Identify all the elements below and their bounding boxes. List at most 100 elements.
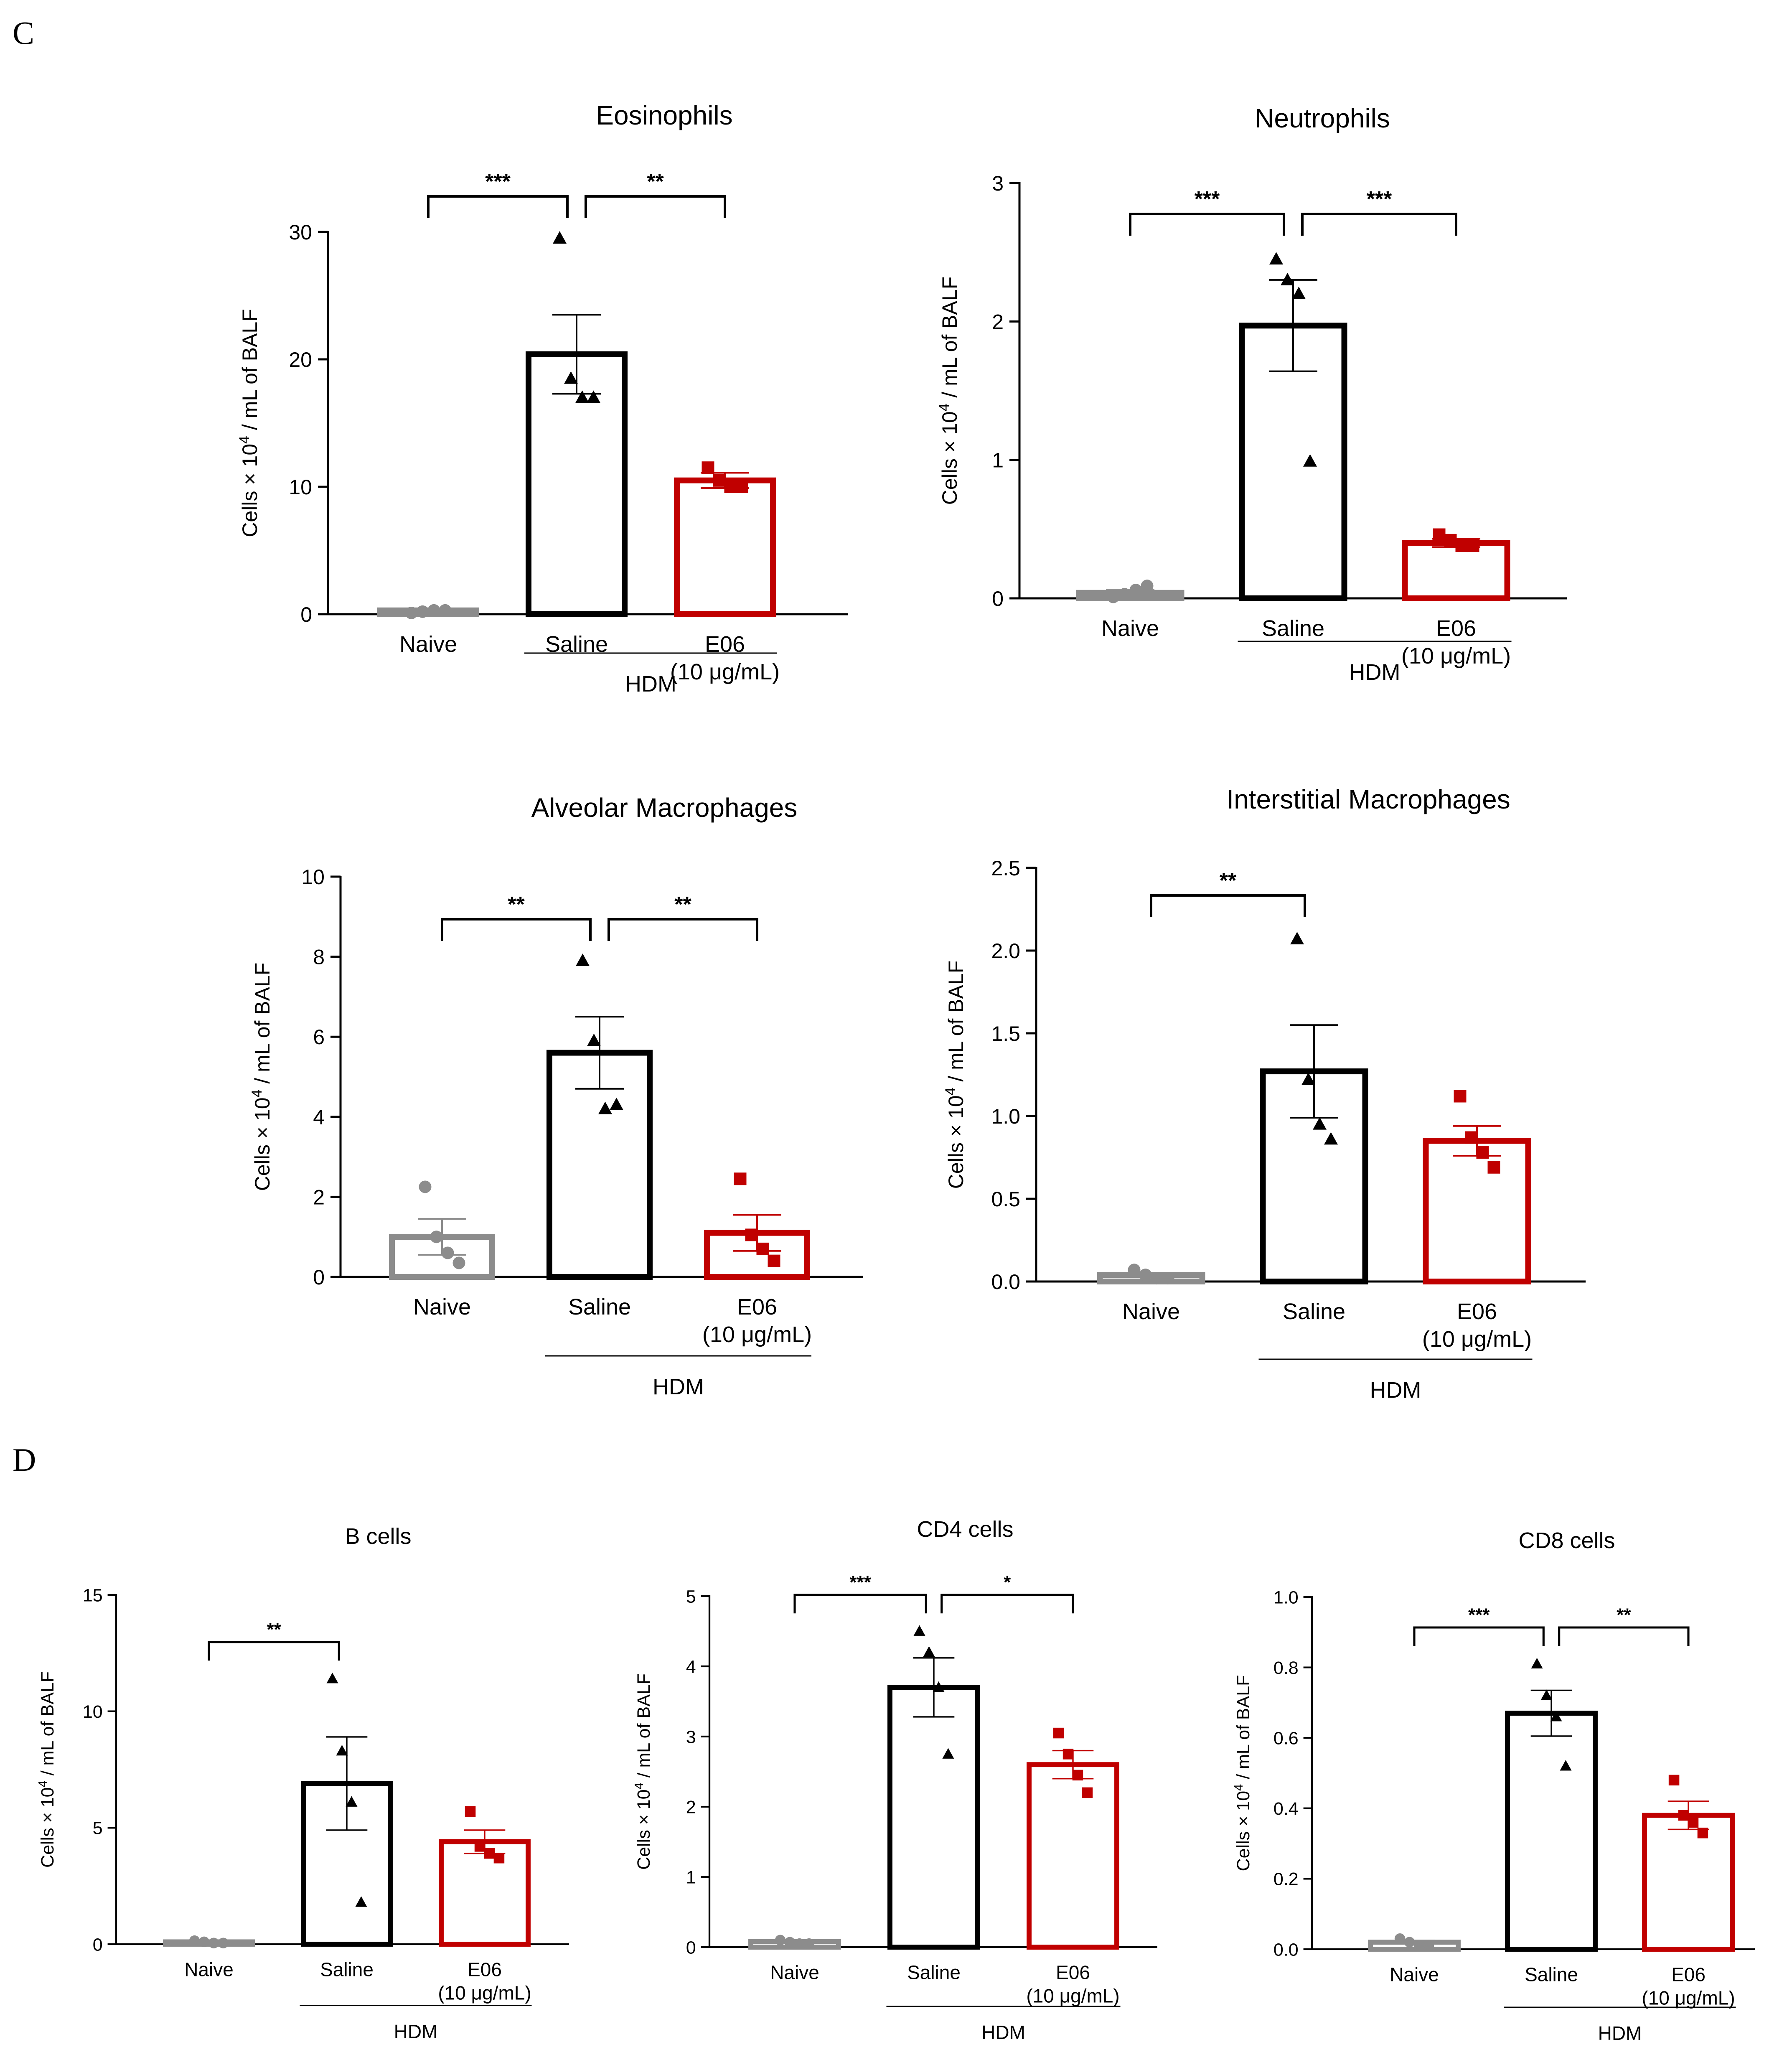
data-point [1433, 528, 1446, 541]
y-tick-label: 10 [83, 1702, 103, 1722]
x-tick-label: E06 [1056, 1962, 1090, 1983]
significance-label: ** [674, 893, 691, 917]
data-point [587, 1033, 601, 1046]
data-point [452, 1256, 465, 1269]
y-axis-label: Cells × 104 / mL of BALF [633, 1673, 654, 1870]
bar-e06 [1423, 1138, 1531, 1284]
data-point [775, 1935, 786, 1945]
data-point [1313, 1117, 1327, 1130]
data-point [702, 461, 714, 474]
y-tick-label: 0.5 [991, 1187, 1020, 1211]
y-tick-label: 4 [313, 1106, 325, 1129]
panel-label-c: C [13, 15, 34, 51]
significance-label: *** [1367, 187, 1392, 211]
y-tick-label: 5 [93, 1818, 103, 1838]
chart-title: CD4 cells [917, 1517, 1013, 1542]
significance-bracket [1558, 1626, 1690, 1646]
data-point [1082, 1787, 1093, 1798]
data-point [1292, 286, 1306, 299]
data-point [942, 1748, 954, 1759]
significance-bracket [1413, 1626, 1545, 1646]
data-point [724, 481, 737, 493]
y-tick-label: 0.0 [991, 1270, 1020, 1294]
data-point [587, 390, 600, 403]
data-point [1394, 1933, 1406, 1944]
significance-bracket [940, 1594, 1074, 1614]
data-point [419, 1180, 432, 1193]
x-tick-sublabel: (10 μg/mL) [1642, 1987, 1735, 2009]
significance-bracket [441, 918, 592, 941]
chart-title: Interstitial Macrophages [1226, 784, 1510, 814]
significance-label: ** [647, 170, 664, 194]
y-axis-label: Cells × 104 / mL of BALF [36, 1671, 58, 1868]
x-tick-label: Saline [320, 1959, 374, 1981]
data-point [1540, 1689, 1553, 1700]
data-point [416, 605, 429, 618]
x-tick-label: Naive [1101, 616, 1159, 641]
significance-label: *** [849, 1572, 871, 1593]
data-point [756, 1242, 769, 1255]
significance-label: ** [1617, 1605, 1631, 1625]
x-tick-label: Naive [1390, 1964, 1439, 1986]
chart-title: CD8 cells [1518, 1528, 1615, 1553]
y-axis-label: Cells × 104 / mL of BALF [943, 961, 968, 1189]
significance-bracket [427, 195, 569, 218]
data-point [336, 1744, 348, 1756]
y-tick-label: 5 [686, 1587, 696, 1607]
x-tick-label: Naive [184, 1959, 234, 1981]
chart-title: Neutrophils [1255, 103, 1390, 133]
x-tick-sublabel: (10 μg/mL) [670, 659, 780, 684]
x-tick-label: Saline [1525, 1964, 1578, 1986]
data-point [1476, 1146, 1489, 1159]
chart-title: Alveolar Macrophages [531, 793, 798, 823]
data-point [441, 1246, 454, 1259]
y-tick-label: 3 [686, 1727, 696, 1747]
data-point [598, 1101, 612, 1114]
significance-label: ** [267, 1620, 282, 1640]
data-point [493, 1853, 505, 1864]
data-point [1281, 272, 1294, 285]
significance-label: ** [1220, 869, 1237, 893]
panel-label-d: D [13, 1442, 36, 1478]
data-point [564, 371, 578, 384]
data-point [913, 1625, 925, 1636]
data-point [1465, 1131, 1478, 1144]
data-point [1688, 1817, 1699, 1828]
y-tick-label: 2 [313, 1185, 325, 1209]
data-point [1290, 932, 1304, 945]
data-point [803, 1938, 815, 1949]
data-point [474, 1841, 485, 1852]
y-tick-label: 0.8 [1273, 1658, 1299, 1678]
chart-panel-3: Alveolar Macrophages 0 2 4 6 8 10 Cells × 104 /… [249, 793, 863, 1399]
y-tick-label: 1 [992, 449, 1004, 472]
y-tick-label: 2.0 [991, 939, 1020, 963]
y-tick-label: 0 [686, 1938, 696, 1958]
data-point [1139, 1269, 1152, 1282]
chart-title: Eosinophils [596, 100, 732, 130]
y-tick-label: 20 [289, 348, 312, 371]
x-tick-label: Saline [1283, 1299, 1345, 1324]
y-tick-label: 4 [686, 1657, 696, 1677]
data-point [430, 1231, 443, 1243]
significance-label: *** [1468, 1605, 1490, 1625]
y-tick-label: 8 [313, 946, 325, 969]
x-tick-label: E06 [468, 1959, 502, 1981]
x-tick-label: Naive [399, 632, 457, 657]
data-point [1697, 1828, 1708, 1838]
group-label: HDM [653, 1374, 704, 1399]
significance-label: *** [1195, 187, 1220, 211]
group-label: HDM [1349, 660, 1401, 685]
group-label: HDM [1598, 2022, 1642, 2044]
y-axis-label: Cells × 104 / mL of BALF [236, 309, 262, 537]
y-axis-label: Cells × 104 / mL of BALF [1232, 1675, 1253, 1871]
bar-e06 [1642, 1813, 1735, 1952]
data-point [218, 1938, 229, 1948]
data-point [553, 231, 567, 244]
data-point [1668, 1775, 1680, 1786]
data-point [1444, 534, 1457, 547]
chart-title: B cells [345, 1524, 411, 1549]
x-tick-label: Saline [1262, 616, 1324, 641]
data-point [1404, 1937, 1415, 1948]
group-label: HDM [981, 2021, 1025, 2043]
x-tick-label: Naive [770, 1962, 819, 1983]
